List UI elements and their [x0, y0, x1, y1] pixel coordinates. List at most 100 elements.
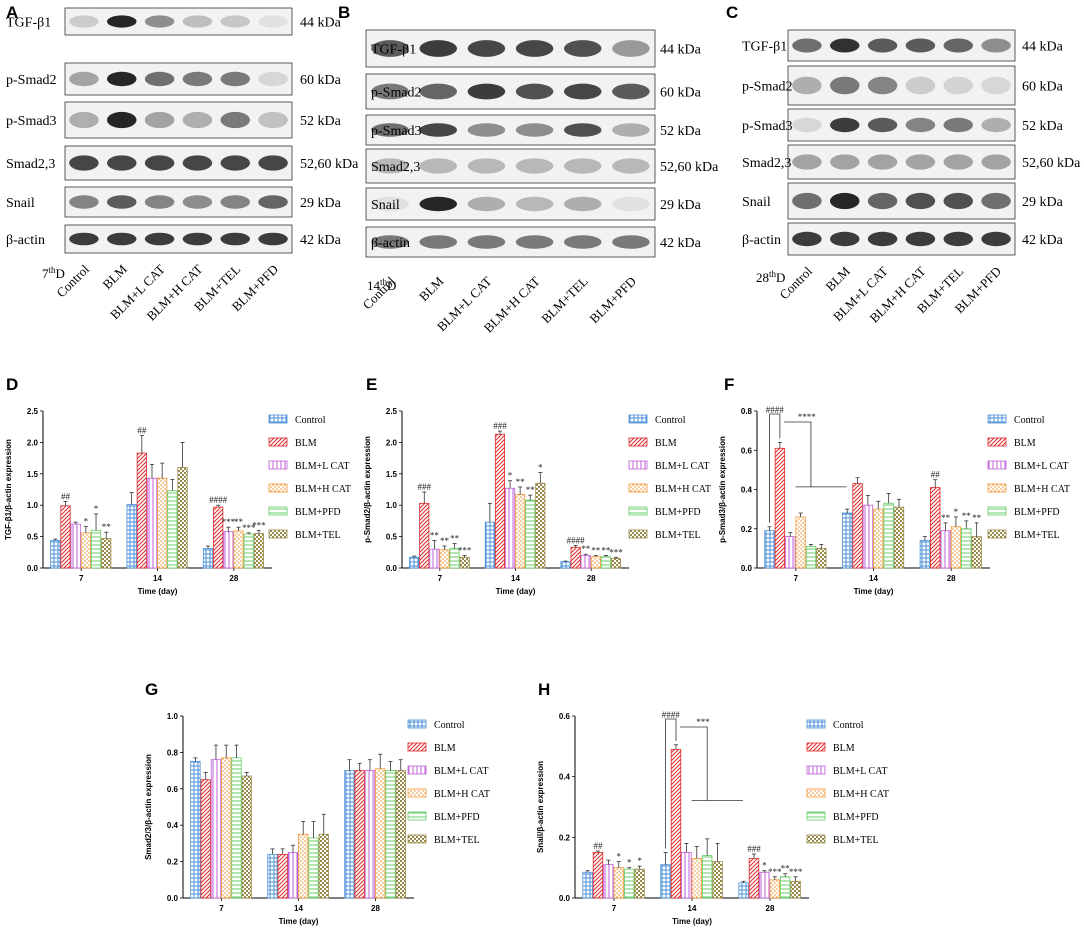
blot-band	[563, 83, 602, 100]
significance-label: **	[234, 517, 244, 527]
legend-label: BLM+TEL	[655, 530, 701, 541]
blot-band	[467, 123, 506, 137]
blot-band	[792, 192, 822, 210]
bracket-left	[769, 413, 781, 523]
blot-band	[258, 232, 288, 246]
blot-band	[867, 76, 898, 95]
bar	[603, 864, 614, 899]
bar	[60, 505, 71, 569]
bar	[774, 447, 786, 569]
kda-label: 44 kDa	[660, 43, 702, 58]
blot-band	[69, 71, 99, 87]
protein-label: p-Smad3	[371, 124, 422, 139]
legend-label: BLM+L CAT	[1014, 461, 1068, 472]
bar	[764, 530, 775, 569]
bar	[243, 533, 254, 569]
bar	[660, 864, 671, 899]
legend-label: BLM+PFD	[295, 507, 341, 518]
legend-label: BLM+H CAT	[295, 484, 351, 495]
y-tick-label: 2.0	[386, 438, 398, 447]
blot-row-TGF-β1: TGF-β1 44 kDa	[365, 29, 702, 68]
significance-label: ##	[593, 841, 603, 851]
significance-label: ###	[747, 844, 761, 854]
y-tick-label: 0.6	[559, 712, 571, 721]
kda-label: 44 kDa	[300, 16, 342, 31]
bracket-right	[679, 726, 708, 801]
blot-band	[182, 195, 213, 209]
legend-swatch	[628, 529, 648, 539]
kda-label: 60 kDa	[1022, 80, 1064, 95]
blot-band	[943, 192, 974, 210]
significance-label: *	[617, 852, 622, 862]
bar	[484, 521, 495, 569]
blot-band	[467, 83, 506, 100]
blot-band	[220, 111, 251, 129]
bar	[241, 775, 252, 899]
blot-band	[792, 231, 822, 247]
legend-swatch	[628, 414, 648, 424]
blot-band	[612, 123, 650, 137]
bar	[494, 433, 506, 569]
bar	[354, 770, 365, 899]
x-tick-label: 7	[438, 574, 443, 583]
blot-band	[258, 71, 288, 87]
blot-band	[371, 196, 409, 212]
y-tick-label: 0.2	[559, 833, 571, 842]
legend-swatch	[806, 788, 826, 798]
bar	[202, 548, 214, 569]
y-tick-label: 2.5	[386, 407, 398, 416]
protein-label: p-Smad2	[371, 86, 422, 101]
y-tick-label: 0.6	[167, 785, 179, 794]
blot-row-p-Smad2: p-Smad2 60 kDa	[6, 62, 342, 96]
lane-label: BLM	[416, 273, 447, 304]
significance-label: **	[516, 477, 526, 487]
bar	[592, 852, 604, 899]
legend-swatch	[268, 414, 288, 424]
bar	[101, 538, 112, 569]
protein-label: Smad2,3	[6, 157, 55, 172]
bar	[200, 779, 211, 899]
panel-letter: F	[724, 375, 734, 394]
significance-label: ***	[252, 520, 266, 530]
bar	[873, 508, 884, 569]
bar	[221, 757, 232, 899]
blot-band	[515, 196, 554, 212]
legend-swatch	[628, 506, 648, 516]
significance-label: ***	[609, 547, 623, 557]
blot-band	[371, 40, 409, 57]
bar	[961, 528, 972, 569]
significance-label: **	[102, 522, 112, 532]
lane-label: BLM+TEL	[538, 273, 591, 326]
blot-band	[612, 40, 650, 57]
bar	[795, 516, 806, 569]
blot-band	[106, 111, 137, 129]
blot-band	[106, 232, 137, 246]
legend-label: BLM	[434, 743, 456, 754]
bar	[580, 555, 591, 569]
bar	[308, 837, 319, 899]
bar	[971, 536, 982, 569]
y-tick-label: 0.4	[167, 821, 179, 830]
bar	[681, 852, 692, 899]
legend-swatch	[628, 437, 648, 447]
blot-strip	[64, 101, 293, 139]
blot-band	[144, 71, 175, 87]
significance-label: *	[538, 463, 543, 473]
legend-label: Control	[434, 720, 465, 731]
blot-band	[371, 83, 409, 100]
protein-label: p-Smad2	[6, 73, 57, 88]
bar	[136, 452, 147, 569]
chart-E: E 0.0 0.5 1.0 1.5 2.0 2.5 p-Smad2/β-actin expre…	[363, 375, 711, 596]
bar	[385, 770, 396, 899]
panel-letter: E	[366, 375, 377, 394]
bar	[600, 556, 611, 569]
bar	[515, 494, 526, 569]
bar	[670, 748, 682, 899]
legend-label: BLM+H CAT	[833, 789, 889, 800]
blot-band	[515, 83, 554, 100]
blot-band	[144, 111, 175, 129]
bar	[505, 487, 516, 569]
blot-band	[563, 196, 602, 212]
blot-band	[182, 155, 213, 171]
legend-label: BLM+H CAT	[655, 484, 711, 495]
